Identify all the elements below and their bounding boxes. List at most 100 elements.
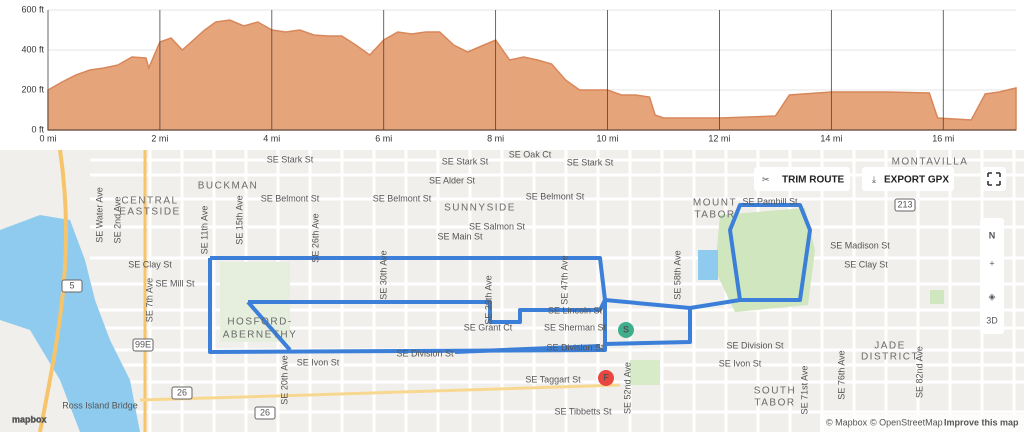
street-label: SE 30th Ave [378, 250, 388, 299]
street-label: SE 2nd Ave [112, 197, 122, 244]
start-marker [618, 322, 634, 338]
road-shield-label: 99E [135, 339, 151, 349]
button-bg[interactable] [754, 167, 850, 191]
street-label: SE Pamhill St [742, 196, 798, 206]
street-label: SE 52nd Ave [622, 362, 632, 414]
road-shield [254, 406, 276, 420]
attribution[interactable]: Improve this map [944, 417, 1019, 427]
elevation-chart: 0 ft 200 ft 400 ft 600 ft 0 mi 2 mi 4 mi 6 mi 8 … [21, 4, 1017, 143]
district-label: CENTRAL [121, 196, 178, 207]
y-tick-label: 400 ft [21, 44, 44, 54]
street-label: SE Oak Ct [509, 149, 552, 159]
district-label: SUNNYSIDE [444, 203, 516, 214]
reservoir [698, 250, 718, 280]
street-label: SE 71st Ave [799, 366, 809, 415]
x-tick-label: 0 mi [39, 133, 56, 143]
three-d[interactable]: 3D [986, 315, 998, 325]
attribution[interactable]: © Mapbox [826, 417, 868, 427]
street-label: SE Belmont St [261, 193, 320, 203]
park [930, 290, 944, 304]
route [208, 203, 812, 354]
street-label: SE Stark St [267, 154, 314, 164]
fullscreen-button[interactable] [982, 167, 1006, 191]
x-tick-label: 16 mi [932, 133, 954, 143]
district-label: HOSFORD- [227, 317, 292, 328]
district-label: TABOR [694, 210, 735, 221]
route-line [454, 344, 601, 354]
route-line [208, 256, 607, 354]
street-label: SE Stark St [567, 157, 614, 167]
mapbox-logo: mapbox [12, 414, 47, 424]
attribution[interactable]: © OpenStreetMap [870, 417, 943, 427]
street-label: SE Belmont St [526, 191, 585, 201]
road-shield-label: 213 [897, 199, 912, 209]
street-label: Ross Island Bridge [62, 400, 138, 410]
finish-label: F [603, 372, 609, 382]
layers[interactable]: ◈ [989, 291, 996, 301]
x-tick-label: 6 mi [375, 133, 392, 143]
trim-route-button[interactable]: TRIM ROUTE ✂ [754, 167, 850, 191]
route-line [246, 300, 292, 352]
export-gpx-button[interactable]: EXPORT GPX ⤓ [862, 167, 954, 191]
route-line [248, 298, 692, 346]
street-label: SE Alder St [429, 175, 476, 185]
street-label: SE 58th Ave [672, 250, 682, 299]
street-label: SE 26th Ave [310, 213, 320, 262]
road-shield-label: 5 [69, 280, 74, 290]
district-label: SOUTH [754, 386, 797, 397]
street-label: SE 39th Ave [483, 275, 493, 324]
street-label: SE Madison St [830, 240, 890, 250]
street-label: SE 11th Ave [199, 206, 209, 255]
x-tick-label: 8 mi [487, 133, 504, 143]
y-tick-label: 200 ft [21, 84, 44, 94]
route-line [689, 203, 812, 310]
street-label: SE Clay St [844, 259, 888, 269]
district-label: JADE [874, 341, 906, 352]
street-label: SE Grant Ct [464, 322, 513, 332]
button-label[interactable]: EXPORT GPX [884, 175, 949, 186]
street-label: SE Belmont St [373, 193, 432, 203]
district-label: DISTRICT [861, 352, 919, 363]
road-shield [171, 386, 193, 400]
button-bg[interactable] [862, 167, 954, 191]
street-label: SE Division St [396, 348, 454, 358]
park [630, 360, 660, 385]
fullscreen-icon [987, 172, 1001, 186]
district-label: ABERNETHY [223, 330, 298, 341]
attribution-bg [820, 414, 1024, 432]
district-label: MONTAVILLA [892, 157, 969, 168]
street-label: SE 82nd Ave [914, 346, 924, 398]
street-label: SE Main St [437, 231, 483, 241]
street-label: SE 47th Ave [559, 255, 569, 304]
road-shield-label: 26 [260, 407, 270, 417]
x-tick-label: 10 mi [597, 133, 619, 143]
highway [139, 383, 621, 402]
compass[interactable]: N [989, 230, 996, 240]
map-labels: SE Stark St SE Stark St SE Oak Ct SE Stark … [61, 149, 969, 420]
button-label[interactable]: TRIM ROUTE [782, 175, 845, 186]
street-label: SE Sherman St [544, 322, 607, 332]
y-tick-label: 0 ft [31, 124, 44, 134]
x-tick-label: 2 mi [151, 133, 168, 143]
y-tick-label: 600 ft [21, 4, 44, 14]
zoom-in[interactable]: + [989, 258, 994, 268]
x-tick-label: 4 mi [263, 133, 280, 143]
street-label: SE Water Ave [94, 187, 104, 243]
street-label: SE Clay St [128, 259, 172, 269]
road-shield-label: 26 [177, 387, 187, 397]
street-label: SE Mill St [155, 278, 195, 288]
download-icon: ⤓ [872, 174, 876, 184]
street-label: SE Tibbetts St [554, 406, 612, 416]
street-label: SE Division St [726, 340, 784, 350]
map-controls [980, 218, 1004, 334]
street-label: SE 15th Ave [234, 195, 244, 244]
road-shield [132, 338, 154, 352]
x-tick-label: 12 mi [708, 133, 730, 143]
street-label: SE 20th Ave [279, 355, 289, 404]
finish-marker [598, 370, 614, 386]
street-label: SE Ivon St [719, 358, 762, 368]
street-label: SE Stark St [442, 156, 489, 166]
street-label: SE 7th Ave [144, 278, 154, 322]
district-label: TABOR [754, 398, 795, 409]
